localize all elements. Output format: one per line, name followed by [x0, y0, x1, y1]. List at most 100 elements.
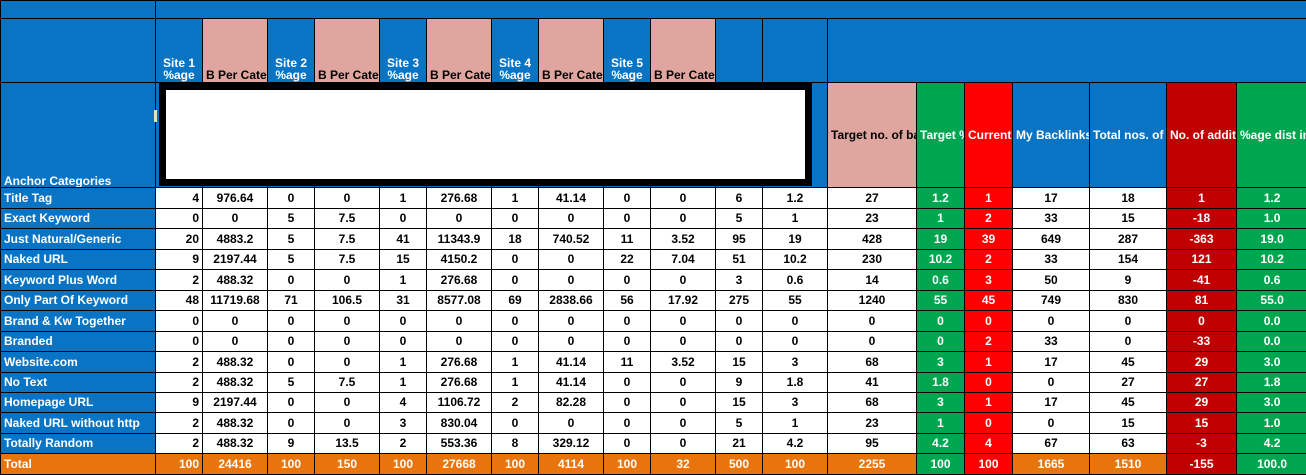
- cell-target-pct: 10.2: [916, 248, 965, 271]
- total-site2-per-cat: 150: [314, 453, 380, 475]
- cell-target-backlinks: 428: [827, 228, 917, 250]
- cell-current-pct: 45: [964, 289, 1013, 312]
- cell-site5-pct: 22: [603, 248, 651, 271]
- header-my-backlinks-amount: My Backlinks Amount: [1012, 81, 1090, 189]
- total-site2-pct: 100: [267, 453, 315, 475]
- cell-site1-pct: 48: [155, 289, 203, 312]
- cell-site4-pct: 0: [491, 207, 539, 230]
- cell-site4-per-cat: 329.12: [538, 432, 604, 455]
- cell-site2-pct: 5: [267, 207, 315, 230]
- total-site1-per-cat: 24416: [202, 453, 268, 475]
- cell-site3-pct: 1: [379, 371, 427, 394]
- cell-site2-pct: 0: [267, 392, 315, 414]
- cell-target-pct: 4.2: [916, 432, 965, 455]
- cell-site1-pct: 2: [155, 371, 203, 394]
- cell-site1-pct: 0: [155, 310, 203, 332]
- cell-current-pct: 3: [964, 269, 1013, 291]
- cell-site4-pct: 1: [491, 351, 539, 373]
- cell-additional-needed: -18: [1166, 207, 1237, 230]
- cell-site5-pct: 0: [603, 392, 651, 414]
- total-col12: 500: [715, 453, 763, 475]
- cell-site3-per-cat: 830.04: [426, 412, 492, 434]
- cell-site3-pct: 41: [379, 228, 427, 250]
- cell-site1-per-cat: 11719.68: [202, 289, 268, 312]
- cell-my-backlinks: 0: [1012, 371, 1090, 394]
- cell-site2-pct: 0: [267, 351, 315, 373]
- cell-col13: 1: [762, 412, 828, 434]
- top-band-left: [0, 0, 156, 20]
- cell-site4-pct: 0: [491, 330, 539, 353]
- cell-col12: 9: [715, 371, 763, 394]
- cell-col13: 19: [762, 228, 828, 250]
- cell-site2-per-cat: 7.5: [314, 207, 380, 230]
- cell-site3-per-cat: 0: [426, 330, 492, 353]
- cell-my-backlinks: 33: [1012, 248, 1090, 271]
- cell-my-backlinks: 749: [1012, 289, 1090, 312]
- total-site4-per-cat: 4114: [538, 453, 604, 475]
- cell-site4-pct: 0: [491, 248, 539, 271]
- cell-total-new: 63: [1089, 432, 1167, 455]
- cell-target-pct: 1.8: [916, 371, 965, 394]
- row-label: Branded: [0, 330, 156, 353]
- cell-col12: 15: [715, 351, 763, 373]
- header-site-4-line2: %age: [499, 68, 531, 83]
- cell-current-pct: 2: [964, 248, 1013, 271]
- cell-col13: 1.2: [762, 187, 828, 209]
- cell-site4-per-cat: 0: [538, 207, 604, 230]
- cell-target-pct: 0.6: [916, 269, 965, 291]
- cell-target-backlinks: 1240: [827, 289, 917, 312]
- cell-col13: 10.2: [762, 248, 828, 271]
- cell-site1-pct: 9: [155, 392, 203, 414]
- cell-site2-per-cat: 13.5: [314, 432, 380, 455]
- cell-site5-per-cat: 0: [650, 269, 716, 291]
- cell-additional-needed: 121: [1166, 248, 1237, 271]
- header-site-2-line1: Site 2: [274, 55, 307, 70]
- cell-site3-pct: 1: [379, 269, 427, 291]
- header-site-5-line2: %age: [611, 68, 643, 83]
- header-site-4-line1: Site 4: [498, 55, 531, 70]
- cell-site3-pct: 4: [379, 392, 427, 414]
- cell-additional-needed: 27: [1166, 371, 1237, 394]
- cell-site3-per-cat: 276.68: [426, 351, 492, 373]
- cell-site2-pct: 0: [267, 269, 315, 291]
- cell-site5-per-cat: 0: [650, 392, 716, 414]
- cell-site1-pct: 0: [155, 330, 203, 353]
- cell-site3-per-cat: 553.36: [426, 432, 492, 455]
- cell-site2-per-cat: 0: [314, 310, 380, 332]
- cell-site2-pct: 5: [267, 228, 315, 250]
- cell-current-pct: 39: [964, 228, 1013, 250]
- cell-current-pct: 0: [964, 310, 1013, 332]
- cell-site1-per-cat: 976.64: [202, 187, 268, 209]
- cell-site3-pct: 1: [379, 187, 427, 209]
- cell-site1-per-cat: 488.32: [202, 412, 268, 434]
- cell-col12: 3: [715, 269, 763, 291]
- header-site-row: Site 1 %age B Per Category Site 2 %age B…: [0, 18, 1306, 83]
- header-site-1-pct: Site 1 %age: [155, 18, 203, 83]
- row-label: Homepage URL: [0, 392, 156, 414]
- cell-site3-pct: 2: [379, 432, 427, 455]
- cell-site2-per-cat: 106.5: [314, 289, 380, 312]
- cell-my-backlinks: 17: [1012, 351, 1090, 373]
- cell-site3-pct: 15: [379, 248, 427, 271]
- cell-site5-pct: 0: [603, 310, 651, 332]
- cell-site4-pct: 8: [491, 432, 539, 455]
- top-band-right: [154, 0, 1306, 20]
- cell-site3-per-cat: 0: [426, 310, 492, 332]
- cell-site4-per-cat: 0: [538, 269, 604, 291]
- cell-site5-per-cat: 0: [650, 432, 716, 455]
- cell-site3-pct: 0: [379, 207, 427, 230]
- cell-site4-pct: 0: [491, 412, 539, 434]
- cell-site1-pct: 20: [155, 228, 203, 250]
- cell-site2-pct: 5: [267, 248, 315, 271]
- cell-col13: 3: [762, 392, 828, 414]
- cell-current-pct: 0: [964, 371, 1013, 394]
- table-row: Brand & Kw Together 0 0 0 0 0 0 0 0 0 0 …: [0, 310, 1306, 332]
- row-label: Title Tag: [0, 187, 156, 209]
- header-site-2-pct: Site 2 %age: [267, 18, 315, 83]
- cell-site1-pct: 2: [155, 412, 203, 434]
- cell-col12: 5: [715, 412, 763, 434]
- cell-my-backlinks: 67: [1012, 432, 1090, 455]
- cell-target-backlinks: 27: [827, 187, 917, 209]
- cell-site3-per-cat: 276.68: [426, 187, 492, 209]
- cell-total-new: 15: [1089, 207, 1167, 230]
